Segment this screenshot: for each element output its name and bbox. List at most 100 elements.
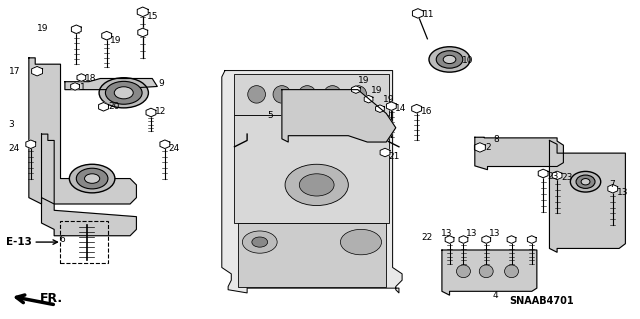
Text: 4: 4 bbox=[493, 291, 498, 300]
Polygon shape bbox=[459, 236, 468, 243]
Text: 21: 21 bbox=[388, 152, 399, 161]
Polygon shape bbox=[474, 143, 485, 152]
Text: 22: 22 bbox=[422, 233, 433, 242]
Polygon shape bbox=[550, 140, 625, 252]
Ellipse shape bbox=[444, 55, 456, 63]
Text: FR.: FR. bbox=[40, 292, 63, 305]
Polygon shape bbox=[282, 90, 396, 142]
Polygon shape bbox=[445, 236, 454, 243]
Polygon shape bbox=[31, 66, 43, 76]
Text: 13: 13 bbox=[441, 229, 452, 238]
Ellipse shape bbox=[576, 175, 595, 189]
Text: 13: 13 bbox=[466, 229, 477, 238]
Polygon shape bbox=[26, 140, 36, 149]
Ellipse shape bbox=[69, 164, 115, 193]
Text: 11: 11 bbox=[423, 11, 435, 19]
Text: 18: 18 bbox=[85, 74, 97, 83]
Ellipse shape bbox=[581, 179, 590, 185]
Text: 9: 9 bbox=[159, 79, 164, 88]
Text: 10: 10 bbox=[462, 56, 474, 65]
Text: 8: 8 bbox=[494, 135, 500, 144]
Text: 24: 24 bbox=[169, 144, 180, 153]
Polygon shape bbox=[608, 184, 618, 193]
Text: 2: 2 bbox=[486, 143, 492, 152]
Polygon shape bbox=[412, 9, 424, 18]
Ellipse shape bbox=[252, 237, 268, 247]
Polygon shape bbox=[380, 148, 390, 157]
Ellipse shape bbox=[456, 265, 470, 278]
Text: 6: 6 bbox=[60, 235, 65, 244]
Text: 19: 19 bbox=[358, 76, 369, 85]
Text: 1: 1 bbox=[79, 83, 85, 92]
Ellipse shape bbox=[76, 168, 108, 189]
Polygon shape bbox=[102, 31, 111, 40]
Text: 3: 3 bbox=[8, 120, 13, 129]
Text: 23: 23 bbox=[548, 172, 559, 181]
Ellipse shape bbox=[285, 164, 348, 205]
Polygon shape bbox=[138, 28, 148, 37]
Polygon shape bbox=[65, 78, 157, 90]
Polygon shape bbox=[482, 236, 491, 243]
Ellipse shape bbox=[340, 229, 381, 255]
Polygon shape bbox=[137, 7, 148, 17]
Polygon shape bbox=[412, 104, 422, 113]
Polygon shape bbox=[99, 102, 108, 111]
Ellipse shape bbox=[248, 86, 266, 103]
Text: 19: 19 bbox=[110, 36, 122, 45]
Text: 16: 16 bbox=[421, 107, 433, 116]
Text: 19: 19 bbox=[383, 95, 395, 104]
Text: 12: 12 bbox=[155, 108, 166, 116]
Ellipse shape bbox=[570, 171, 601, 192]
Ellipse shape bbox=[99, 78, 148, 108]
Ellipse shape bbox=[324, 86, 341, 103]
Text: 20: 20 bbox=[108, 102, 119, 111]
Ellipse shape bbox=[106, 81, 142, 104]
Ellipse shape bbox=[504, 265, 518, 278]
Polygon shape bbox=[351, 86, 360, 93]
Polygon shape bbox=[538, 169, 548, 178]
Ellipse shape bbox=[429, 47, 470, 72]
Text: 19: 19 bbox=[37, 24, 49, 33]
Polygon shape bbox=[42, 134, 136, 236]
Bar bbox=[234, 74, 389, 115]
Ellipse shape bbox=[273, 86, 291, 103]
Ellipse shape bbox=[298, 86, 316, 103]
Text: 24: 24 bbox=[8, 144, 19, 153]
Text: 23: 23 bbox=[561, 174, 573, 182]
Ellipse shape bbox=[349, 86, 367, 103]
Polygon shape bbox=[160, 140, 170, 149]
Bar bbox=[234, 115, 389, 223]
Text: 5: 5 bbox=[268, 111, 273, 120]
Ellipse shape bbox=[115, 87, 133, 99]
Polygon shape bbox=[376, 105, 385, 113]
Polygon shape bbox=[77, 74, 86, 81]
Text: 17: 17 bbox=[8, 67, 20, 76]
Polygon shape bbox=[146, 108, 156, 117]
Polygon shape bbox=[29, 58, 136, 204]
Polygon shape bbox=[507, 236, 516, 243]
Polygon shape bbox=[72, 25, 81, 33]
Polygon shape bbox=[527, 236, 536, 243]
Bar bbox=[237, 223, 387, 286]
Polygon shape bbox=[364, 95, 373, 103]
Text: 14: 14 bbox=[395, 104, 406, 113]
Text: 7: 7 bbox=[609, 181, 615, 189]
Ellipse shape bbox=[436, 51, 463, 68]
Bar bbox=[61, 221, 108, 263]
Polygon shape bbox=[70, 83, 79, 90]
Text: 13: 13 bbox=[616, 188, 628, 197]
Text: SNAAB4701: SNAAB4701 bbox=[509, 296, 574, 306]
Polygon shape bbox=[387, 102, 396, 110]
Polygon shape bbox=[475, 137, 563, 170]
Polygon shape bbox=[552, 171, 562, 180]
Text: 19: 19 bbox=[371, 86, 382, 95]
Ellipse shape bbox=[84, 174, 100, 183]
Text: E-13: E-13 bbox=[6, 237, 32, 247]
Text: 15: 15 bbox=[147, 12, 159, 21]
Ellipse shape bbox=[243, 231, 277, 253]
Polygon shape bbox=[442, 250, 537, 295]
Text: 13: 13 bbox=[489, 229, 500, 238]
Ellipse shape bbox=[300, 174, 334, 196]
Ellipse shape bbox=[479, 265, 493, 278]
Polygon shape bbox=[222, 70, 402, 293]
